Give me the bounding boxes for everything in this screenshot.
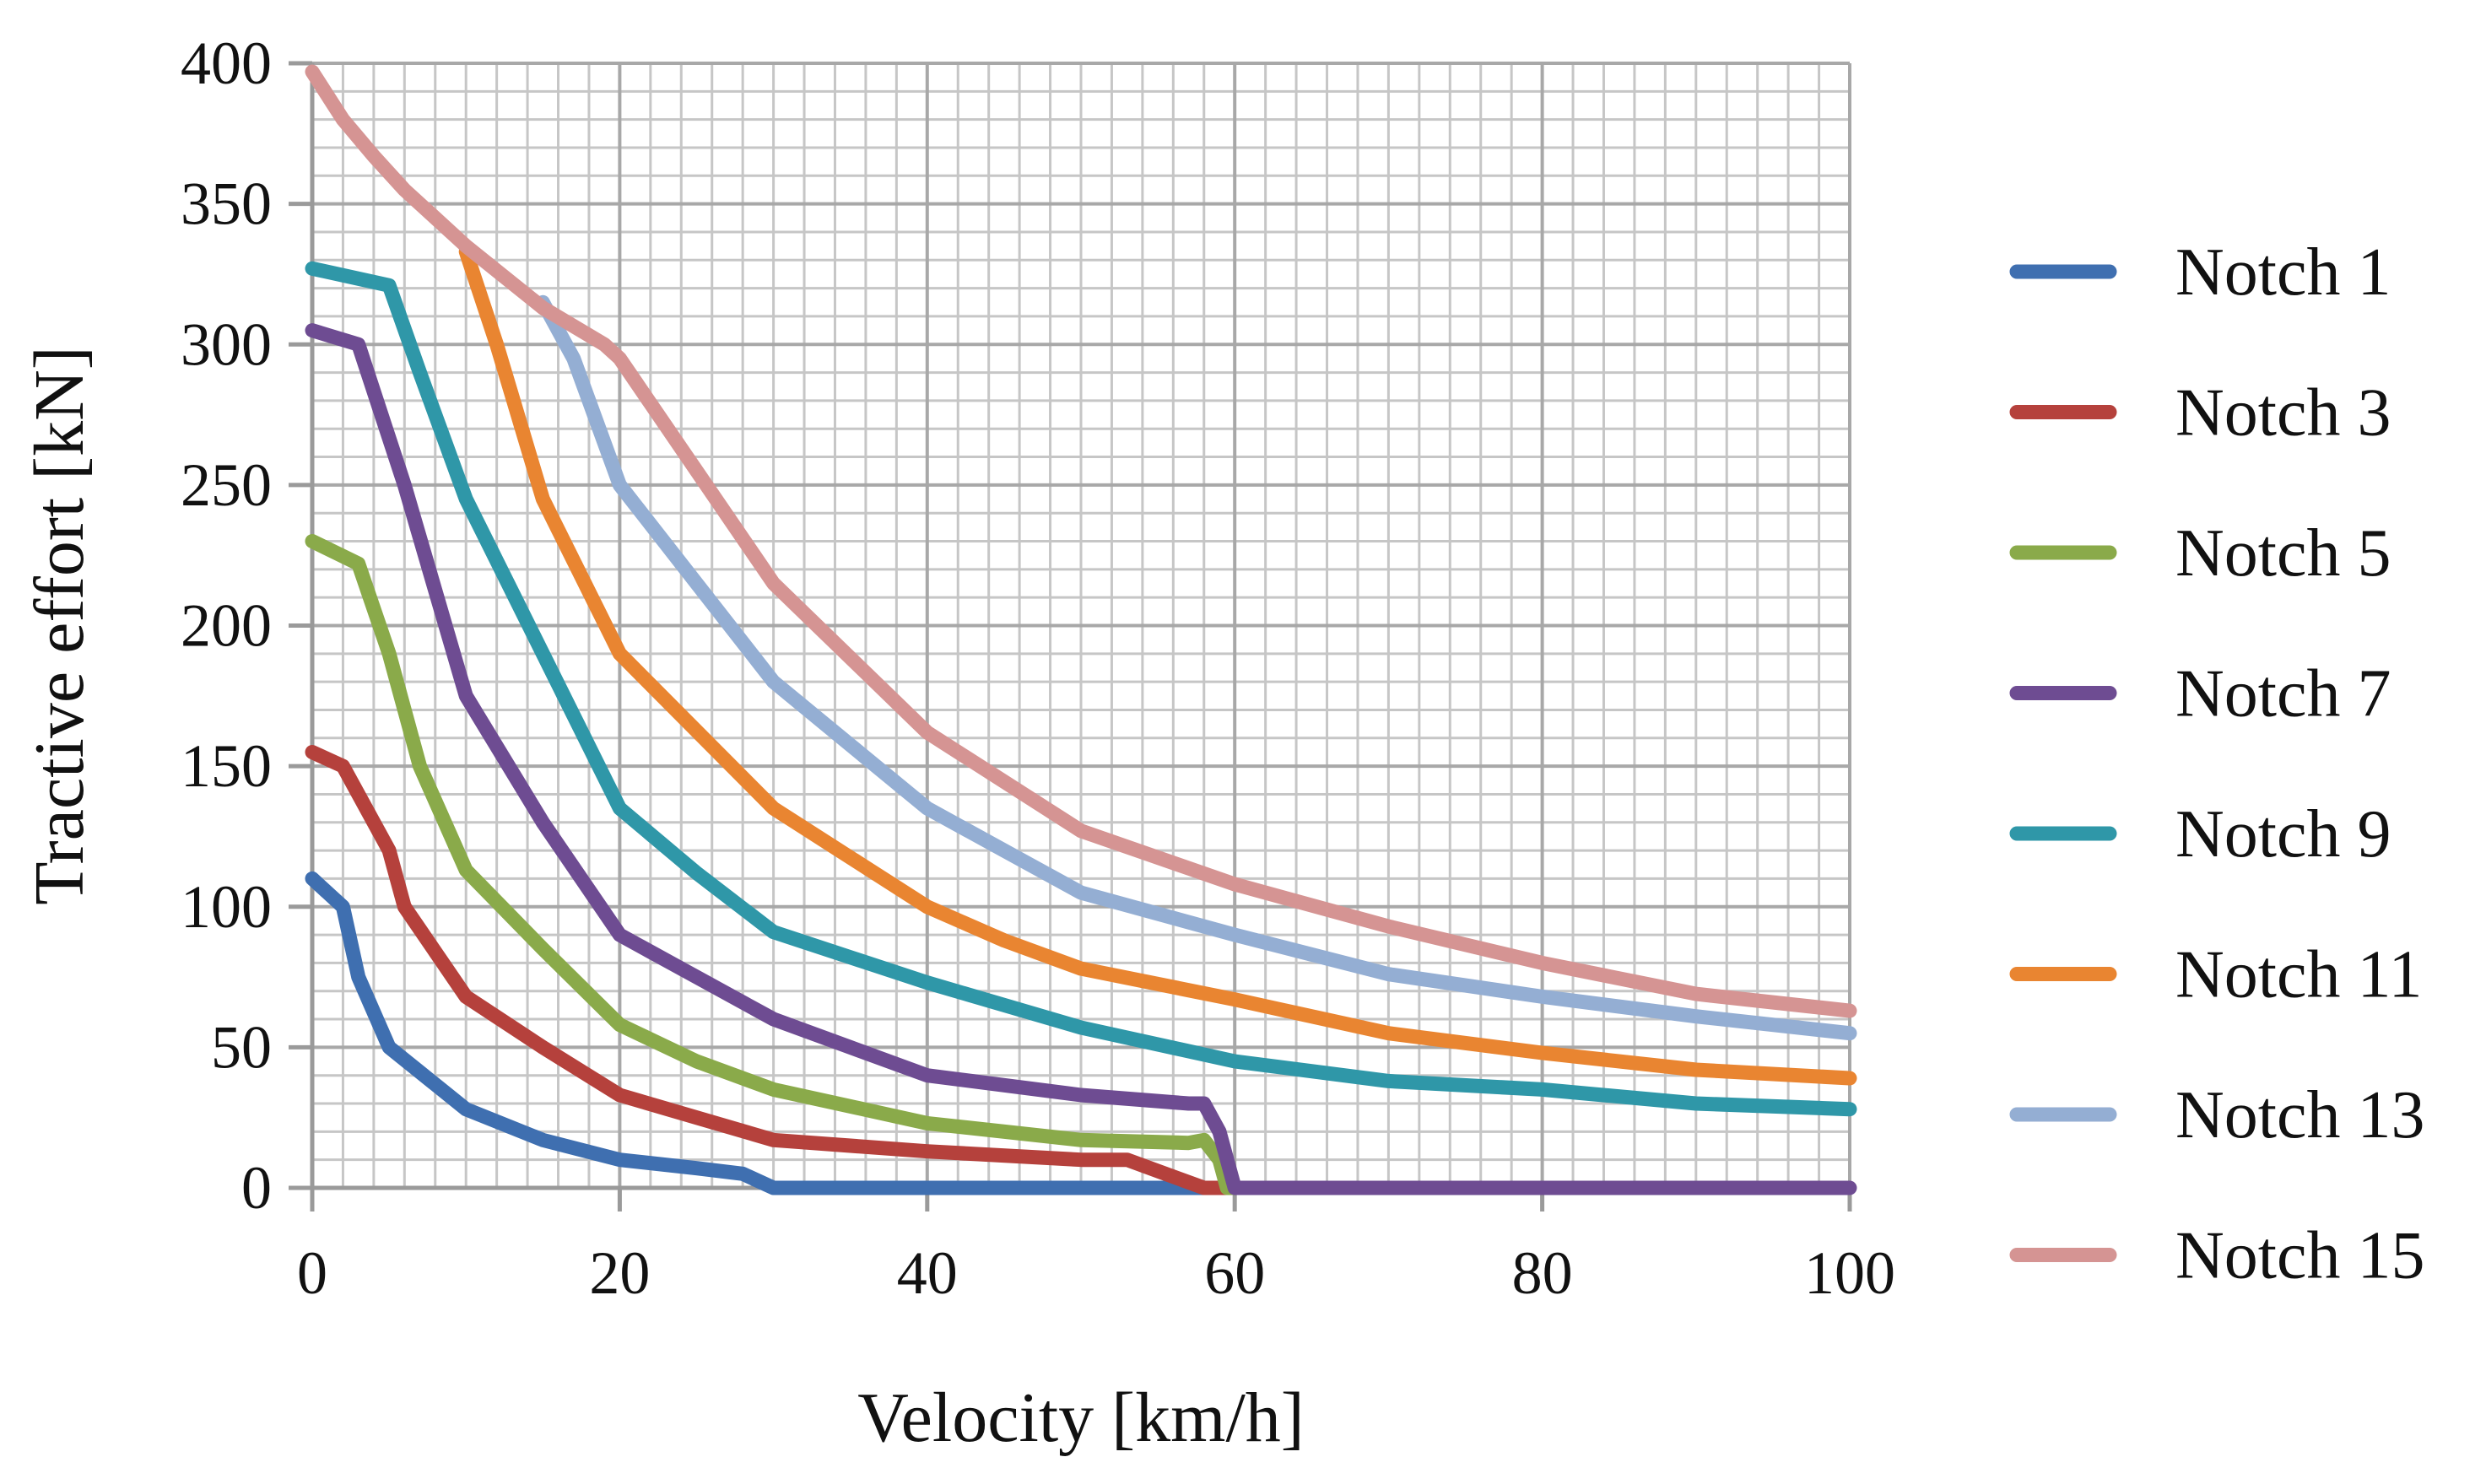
tick-labels: 0 50 100 150 200 250 300 350 400 0 20 40 60 80 100	[181, 30, 1895, 1307]
x-tick-label: 60	[1204, 1239, 1265, 1307]
series-line-notch-13	[535, 294, 1857, 1041]
y-tick-label: 400	[181, 30, 272, 97]
x-tick-label: 80	[1512, 1239, 1573, 1307]
x-tick-label: 20	[589, 1239, 650, 1307]
legend-label-notch-13: Notch 13	[2175, 1078, 2425, 1152]
legend-label-notch-3: Notch 3	[2175, 376, 2391, 451]
legend-label-notch-1: Notch 1	[2175, 235, 2391, 310]
y-tick-label: 350	[181, 170, 272, 238]
x-tick-label: 40	[897, 1239, 958, 1307]
y-tick-label: 200	[181, 592, 272, 660]
legend-label-notch-15: Notch 15	[2175, 1219, 2425, 1293]
y-tick-label: 150	[181, 732, 272, 800]
major-gridlines	[311, 62, 1851, 1190]
y-tick-label: 100	[181, 873, 272, 941]
series-line-notch-9	[305, 261, 1857, 1117]
legend-label-notch-9: Notch 9	[2175, 797, 2391, 872]
series-line-notch-5	[305, 534, 1242, 1195]
y-tick-label: 300	[181, 310, 272, 378]
series-line-notch-7	[305, 323, 1857, 1195]
series-layer	[305, 64, 1857, 1195]
series-line-notch-15	[305, 64, 1857, 1018]
x-axis-title: Velocity [km/h]	[857, 1379, 1305, 1457]
x-tick-label: 100	[1804, 1239, 1895, 1307]
x-tick-label: 0	[297, 1239, 327, 1307]
y-axis-title: Tractive effort [kN]	[20, 346, 99, 904]
series-line-notch-1	[305, 871, 1242, 1195]
series-line-notch-11	[458, 244, 1857, 1086]
legend: Notch 1 Notch 3 Notch 5 Notch 7 Notch 9 Notch…	[2009, 235, 2425, 1293]
legend-label-notch-11: Notch 11	[2175, 938, 2423, 1012]
legend-label-notch-7: Notch 7	[2175, 657, 2391, 731]
y-tick-label: 50	[211, 1013, 272, 1081]
series-line-notch-3	[305, 745, 1242, 1195]
y-tick-label: 250	[181, 451, 272, 519]
legend-label-notch-5: Notch 5	[2175, 516, 2391, 591]
y-tick-label: 0	[241, 1154, 272, 1222]
